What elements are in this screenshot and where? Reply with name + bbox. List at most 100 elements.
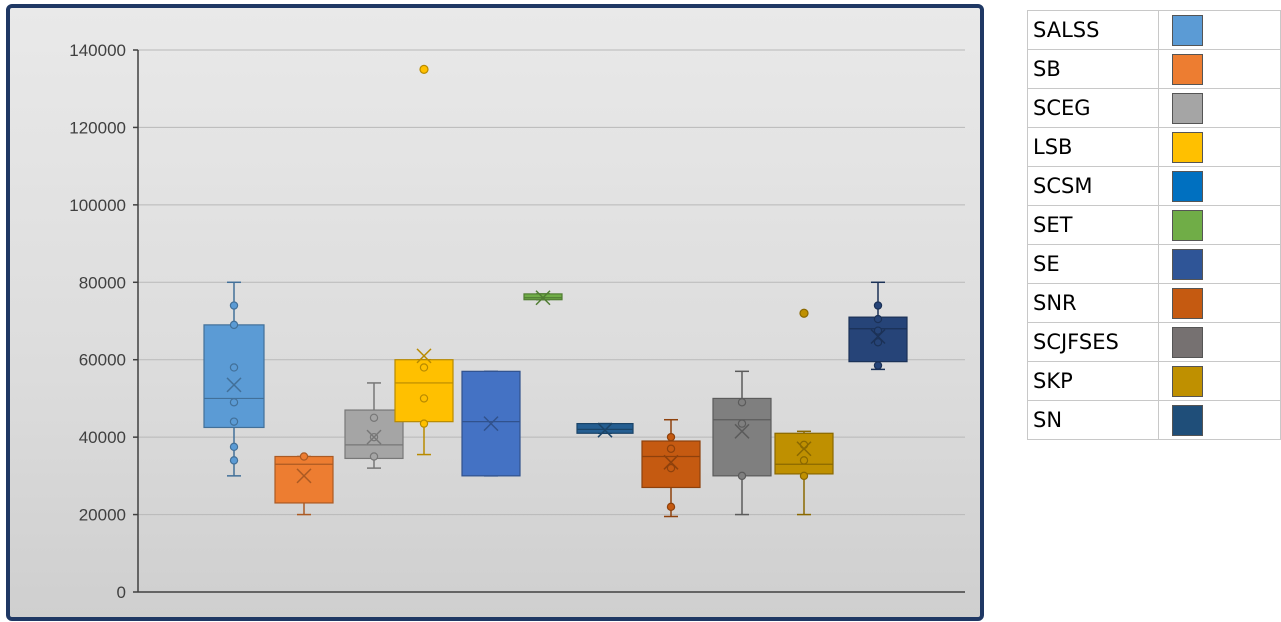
box-body xyxy=(576,422,634,434)
legend-label: SE xyxy=(1027,244,1159,284)
y-tick-label: 20000 xyxy=(79,506,126,525)
legend-label: SB xyxy=(1027,49,1159,89)
mean-marker xyxy=(226,377,242,393)
legend-swatch xyxy=(1171,248,1203,280)
y-tick-label: 80000 xyxy=(79,273,126,292)
mean-marker xyxy=(796,441,812,457)
y-tick-label: 100000 xyxy=(69,196,126,215)
box-se xyxy=(576,422,634,438)
data-point xyxy=(799,456,809,465)
data-point xyxy=(799,440,809,450)
legend-label: SET xyxy=(1027,205,1159,245)
legend-row: SKP xyxy=(1027,361,1281,401)
legend-swatch xyxy=(1171,287,1203,319)
data-point xyxy=(873,361,883,370)
legend-row: SCJFSES xyxy=(1027,322,1281,362)
y-tick-label: 0 xyxy=(117,583,126,602)
legend-row: LSB xyxy=(1027,127,1281,167)
legend-swatch-cell xyxy=(1157,49,1281,89)
mean-marker xyxy=(535,290,551,306)
data-point xyxy=(229,363,239,372)
legend-row: SET xyxy=(1027,205,1281,245)
outlier-point xyxy=(799,308,809,318)
legend-row: SN xyxy=(1027,400,1281,440)
box-body xyxy=(274,455,334,504)
box-body xyxy=(203,324,265,429)
data-point xyxy=(873,314,883,324)
data-point xyxy=(666,432,676,442)
chart-area: 0 20000 40000 60000 80000 100000 120000 140000 xyxy=(6,4,984,621)
data-point xyxy=(299,452,309,461)
legend-label: LSB xyxy=(1027,127,1159,167)
legend-label: SKP xyxy=(1027,361,1159,401)
legend-row: SB xyxy=(1027,49,1281,89)
legend-label: SCSM xyxy=(1027,166,1159,206)
box-scjfses xyxy=(712,370,772,516)
box-skp xyxy=(774,308,834,516)
legend-table: SALSS SB SCEG LSB SCSM SET SE SNR SCJFSES SKP SN xyxy=(1027,10,1281,440)
box-salss xyxy=(203,281,265,477)
mean-marker xyxy=(483,416,499,432)
legend-swatch xyxy=(1171,365,1203,397)
data-point xyxy=(666,463,676,473)
data-point xyxy=(666,502,676,512)
data-point xyxy=(229,301,239,310)
data-point xyxy=(666,444,676,453)
mean-marker xyxy=(416,348,432,364)
legend-swatch-cell xyxy=(1157,322,1281,362)
data-point xyxy=(873,301,883,310)
legend-row: SE xyxy=(1027,244,1281,284)
data-point xyxy=(419,394,429,403)
legend-swatch xyxy=(1171,131,1203,163)
legend-swatch-cell xyxy=(1157,166,1281,206)
mean-marker xyxy=(296,468,312,484)
box-body xyxy=(712,397,772,477)
y-tick-label: 140000 xyxy=(69,41,126,60)
y-tick-label: 120000 xyxy=(69,118,126,137)
legend-swatch-cell xyxy=(1157,88,1281,128)
legend-row: SCSM xyxy=(1027,166,1281,206)
data-point xyxy=(229,417,239,426)
box-sceg xyxy=(344,382,404,469)
box-set xyxy=(523,290,563,306)
data-point xyxy=(369,452,379,461)
legend-swatch xyxy=(1171,14,1203,46)
legend-swatch-cell xyxy=(1157,361,1281,401)
legend-label: SNR xyxy=(1027,283,1159,323)
legend-label: SALSS xyxy=(1027,10,1159,50)
legend-row: SALSS xyxy=(1027,10,1281,50)
box-lsb xyxy=(394,64,454,456)
legend-swatch-cell xyxy=(1157,283,1281,323)
legend-swatch xyxy=(1171,326,1203,358)
data-point xyxy=(419,363,429,372)
box-sn xyxy=(848,281,908,371)
mean-marker xyxy=(734,423,750,439)
data-point xyxy=(799,471,809,481)
data-point xyxy=(229,442,239,452)
box-scsm xyxy=(461,370,521,477)
legend-row: SNR xyxy=(1027,283,1281,323)
legend-label: SN xyxy=(1027,400,1159,440)
mean-marker xyxy=(366,429,382,445)
legend-swatch xyxy=(1171,53,1203,85)
mean-marker xyxy=(597,422,613,438)
legend-swatch xyxy=(1171,92,1203,124)
legend-swatch xyxy=(1171,404,1203,436)
y-tick-label: 40000 xyxy=(79,428,126,447)
y-tick-label: 60000 xyxy=(79,351,126,370)
box-series xyxy=(203,64,908,518)
outlier-point xyxy=(419,64,429,74)
data-point xyxy=(229,456,239,465)
box-snr xyxy=(641,418,701,518)
data-point xyxy=(737,419,747,428)
legend-swatch xyxy=(1171,170,1203,202)
legend-swatch-cell xyxy=(1157,127,1281,167)
box-body xyxy=(774,432,834,475)
data-point xyxy=(369,413,379,422)
mean-marker xyxy=(663,454,679,470)
legend-swatch-cell xyxy=(1157,244,1281,284)
legend-swatch xyxy=(1171,209,1203,241)
data-point xyxy=(229,320,239,330)
legend-row: SCEG xyxy=(1027,88,1281,128)
data-point xyxy=(737,471,747,481)
